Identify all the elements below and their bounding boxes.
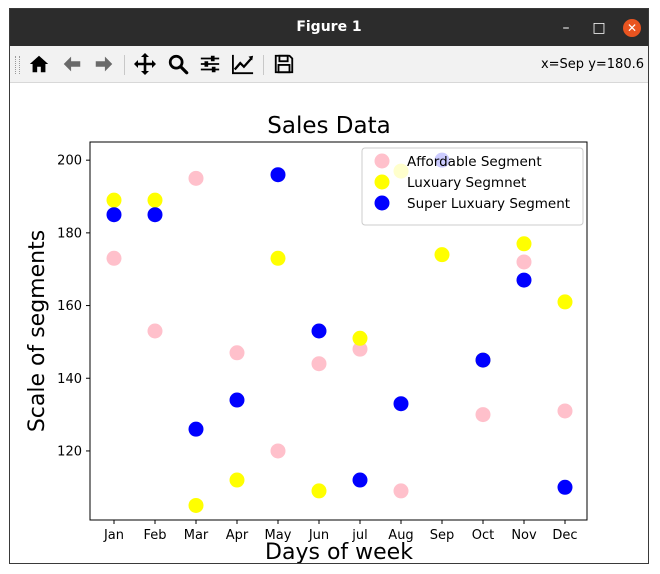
data-point-series-2: [188, 421, 204, 437]
sliders-icon: [200, 55, 220, 73]
legend-marker: [374, 174, 390, 190]
data-point-series-1: [106, 192, 122, 208]
legend-label: Luxuary Segmnet: [407, 175, 526, 191]
x-tick-label: Jun: [308, 528, 329, 543]
pan-button[interactable]: [132, 51, 158, 77]
data-point-series-2: [229, 392, 245, 408]
subplots-button[interactable]: [197, 51, 223, 77]
magnifier-icon: [168, 54, 189, 75]
legend-label: Affordable Segment: [407, 154, 542, 170]
data-point-series-0: [106, 250, 122, 266]
data-point-series-2: [270, 167, 286, 183]
cursor-coordinates: x=Sep y=180.6: [540, 57, 644, 72]
legend-marker: [374, 195, 390, 211]
data-point-series-0: [147, 323, 163, 339]
figure-canvas[interactable]: Sales Data 120 140 160 180 200 Jan Feb Mar Apr M…: [10, 83, 648, 563]
legend-marker: [374, 153, 390, 169]
customize-button[interactable]: [230, 51, 256, 77]
toolbar-separator: [124, 55, 125, 75]
x-tick-label: Aug: [388, 528, 413, 543]
data-point-series-2: [475, 352, 491, 368]
x-axis: Jan Feb Mar Apr May Jun jul Aug Sep Oct Nov Dec: [103, 520, 578, 543]
forward-button[interactable]: [91, 51, 117, 77]
data-point-series-0: [311, 356, 327, 372]
x-tick-label: May: [265, 528, 292, 543]
data-point-series-0: [188, 170, 204, 186]
data-point-series-2: [557, 479, 573, 495]
data-point-series-1: [147, 192, 163, 208]
x-tick-label: Feb: [143, 528, 166, 543]
data-point-series-1: [516, 236, 532, 252]
data-point-series-2: [352, 472, 368, 488]
home-button[interactable]: [26, 51, 52, 77]
x-tick-label: Oct: [472, 528, 494, 543]
data-point-series-1: [229, 472, 245, 488]
y-tick-label: 160: [57, 299, 82, 314]
data-point-series-1: [311, 483, 327, 499]
y-axis: 120 140 160 180 200: [57, 154, 90, 459]
y-tick-label: 120: [57, 444, 82, 459]
data-point-series-0: [352, 341, 368, 357]
data-points: [106, 152, 573, 513]
move-icon: [134, 53, 156, 75]
data-point-series-1: [557, 294, 573, 310]
data-point-series-1: [188, 497, 204, 513]
data-point-series-0: [516, 254, 532, 270]
x-axis-label: Days of week: [265, 540, 413, 563]
x-tick-label: Mar: [184, 528, 209, 543]
navigation-toolbar: x=Sep y=180.6: [10, 46, 648, 83]
legend-label: Super Luxuary Segment: [407, 196, 570, 212]
y-axis-label: Scale of segments: [25, 230, 50, 432]
x-tick-label: Dec: [552, 528, 577, 543]
data-point-series-0: [557, 403, 573, 419]
window-title: Figure 1: [296, 19, 362, 35]
floppy-disk-icon: [274, 54, 294, 74]
save-button[interactable]: [271, 51, 297, 77]
arrow-left-icon: [63, 56, 81, 72]
toolbar-grip[interactable]: [15, 56, 20, 74]
data-point-series-2: [516, 272, 532, 288]
minimize-icon: –: [562, 19, 570, 36]
close-button[interactable]: ✕: [620, 9, 644, 46]
figure-window: Figure 1 – □ ✕: [9, 8, 649, 564]
maximize-button[interactable]: □: [587, 9, 611, 46]
scatter-chart: Sales Data 120 140 160 180 200 Jan Feb Mar Apr M…: [25, 113, 588, 563]
zoom-button[interactable]: [165, 51, 191, 77]
data-point-series-1: [270, 250, 286, 266]
legend: Affordable Segment Luxuary Segmnet Super L…: [361, 147, 584, 226]
data-point-series-1: [434, 247, 450, 263]
data-point-series-0: [475, 407, 491, 423]
data-point-series-2: [147, 207, 163, 223]
data-point-series-0: [229, 345, 245, 361]
x-tick-label: Sep: [430, 528, 455, 543]
toolbar-separator: [263, 55, 264, 75]
chart-title: Sales Data: [267, 113, 390, 139]
maximize-icon: □: [592, 19, 606, 36]
close-icon: ✕: [626, 20, 638, 35]
x-tick-label: jul: [351, 528, 367, 543]
data-point-series-2: [393, 396, 409, 412]
data-point-series-0: [393, 483, 409, 499]
y-tick-label: 180: [57, 226, 82, 241]
back-button[interactable]: [59, 51, 85, 77]
data-point-series-2: [106, 207, 122, 223]
data-point-series-2: [311, 323, 327, 339]
minimize-button[interactable]: –: [554, 9, 578, 46]
arrow-right-icon: [95, 56, 113, 72]
y-tick-label: 140: [57, 372, 82, 387]
legend-box: [361, 147, 584, 226]
y-tick-label: 200: [57, 154, 82, 169]
x-tick-label: Apr: [226, 528, 249, 543]
data-point-series-1: [352, 330, 368, 346]
home-icon: [29, 55, 49, 73]
data-point-series-0: [270, 443, 286, 459]
line-chart-icon: [232, 54, 254, 75]
title-bar: Figure 1 – □ ✕: [10, 9, 648, 46]
axes-frame: [89, 141, 588, 521]
x-tick-label: Nov: [511, 528, 537, 543]
x-tick-label: Jan: [103, 528, 124, 543]
